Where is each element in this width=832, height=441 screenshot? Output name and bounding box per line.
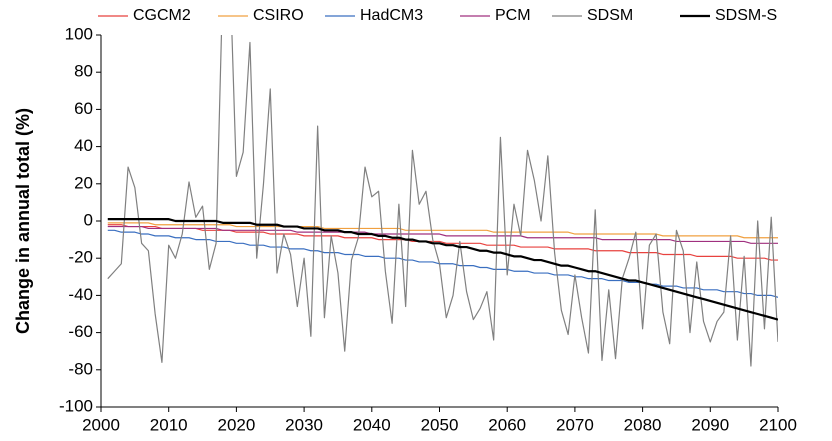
y-tick-label: -80 xyxy=(68,359,93,378)
legend-label: PCM xyxy=(495,7,531,24)
y-tick-label: 0 xyxy=(84,210,93,229)
series-line xyxy=(107,35,778,367)
legend: CGCM2 CSIRO HadCM3 PCM SDSM SDSM-S xyxy=(98,7,777,24)
x-tick-label: 2010 xyxy=(150,415,188,434)
legend-label: SDSM-S xyxy=(715,7,777,24)
legend-label: HadCM3 xyxy=(360,7,423,24)
x-tick-label: 2100 xyxy=(759,415,797,434)
y-tick-label: -20 xyxy=(68,248,93,267)
x-tick-label: 2040 xyxy=(353,415,391,434)
y-tick-label: -40 xyxy=(68,285,93,304)
y-tick-label: 40 xyxy=(74,136,93,155)
x-tick-label: 2060 xyxy=(488,415,526,434)
y-axis-title: Change in annual total (%) xyxy=(13,108,33,334)
series-line xyxy=(107,218,778,321)
x-tick-label: 2050 xyxy=(421,415,459,434)
x-tick-label: 2030 xyxy=(285,415,323,434)
x-tick-label: 2080 xyxy=(624,415,662,434)
y-tick-label: -100 xyxy=(59,396,93,415)
y-tick-label: 80 xyxy=(74,62,93,81)
series-line xyxy=(107,225,778,244)
legend-label: CSIRO xyxy=(253,7,304,24)
x-tick-label: 2020 xyxy=(217,415,255,434)
plot-area xyxy=(107,35,778,367)
y-tick-label: 60 xyxy=(74,99,93,118)
x-tick-label: 2090 xyxy=(691,415,729,434)
x-tick-label: 2000 xyxy=(82,415,120,434)
y-tick-label: -60 xyxy=(68,322,93,341)
legend-label: CGCM2 xyxy=(133,7,191,24)
series-line xyxy=(107,224,778,261)
series-line xyxy=(107,229,778,298)
y-tick-label: 20 xyxy=(74,173,93,192)
series-line xyxy=(107,222,778,239)
y-tick-label: 100 xyxy=(65,24,93,43)
x-tick-label: 2070 xyxy=(556,415,594,434)
legend-label: SDSM xyxy=(587,7,633,24)
